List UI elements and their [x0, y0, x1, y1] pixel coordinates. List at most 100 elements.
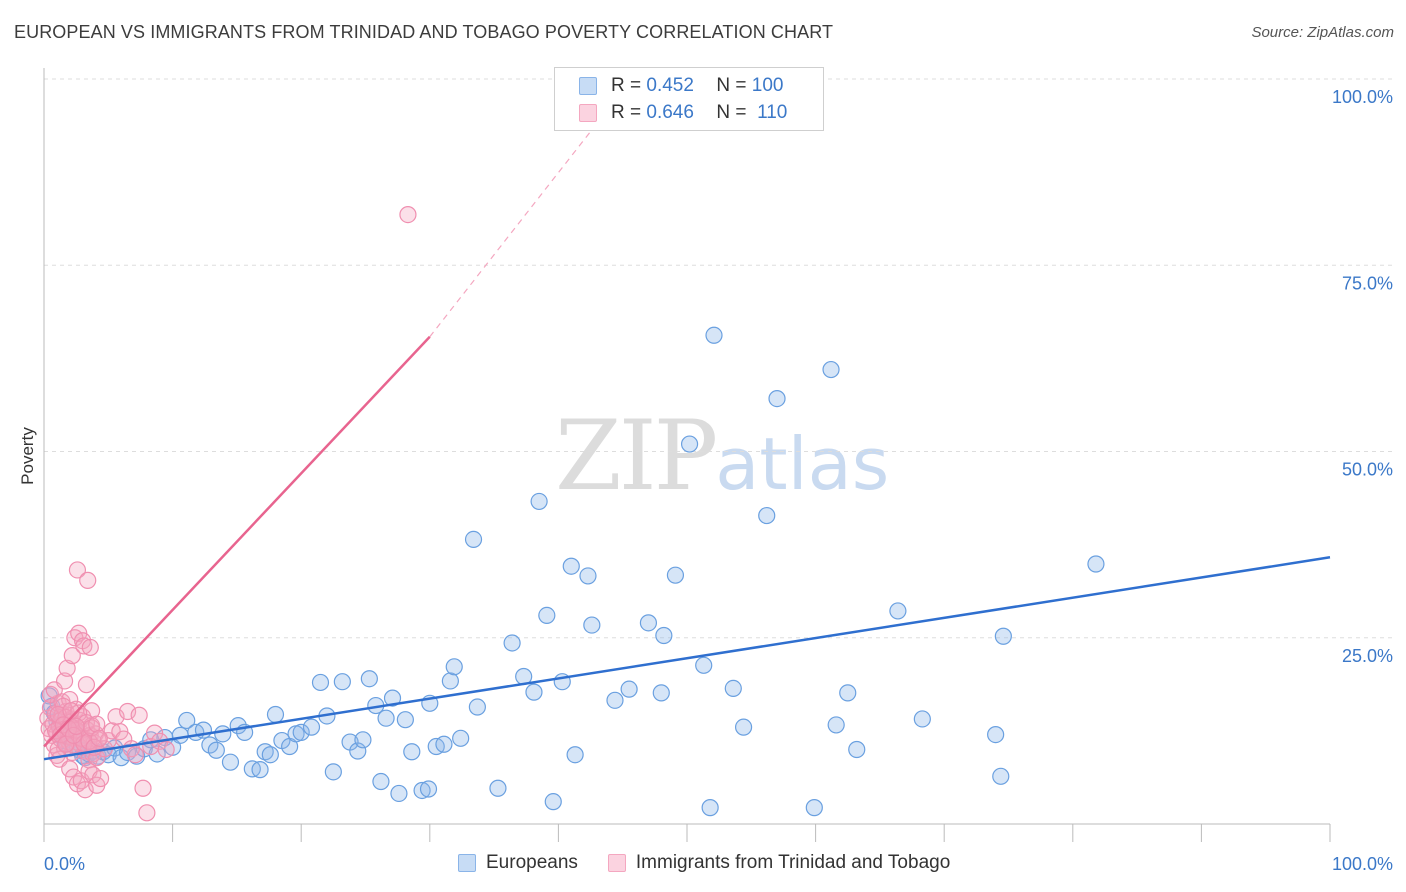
data-point-europeans [178, 711, 196, 730]
data-point-immigrants [77, 676, 96, 694]
data-point-immigrants [399, 205, 417, 224]
data-point-europeans [987, 725, 1005, 744]
legend-r-value: 0.646 [646, 102, 694, 123]
x-tick-label: 100.0% [1332, 854, 1393, 874]
data-point-europeans [383, 689, 402, 707]
data-point-europeans [652, 684, 670, 702]
data-point-europeans [256, 743, 274, 761]
data-point-europeans [207, 741, 225, 759]
legend-n-label: N = [716, 75, 747, 96]
data-point-europeans [606, 691, 624, 709]
data-point-europeans [251, 761, 269, 779]
data-point-europeans [655, 626, 673, 645]
data-point-europeans [583, 616, 601, 634]
data-point-europeans [1087, 555, 1105, 573]
data-point-europeans [354, 731, 372, 749]
data-point-immigrants [126, 746, 144, 764]
data-point-europeans [695, 656, 713, 674]
data-point-immigrants [61, 760, 79, 778]
data-point-europeans [538, 606, 556, 625]
data-point-immigrants [157, 740, 175, 759]
source-label: Source: ZipAtlas.com [1251, 24, 1394, 41]
trend-line-immigrants [43, 335, 431, 748]
y-axis-label: Poverty [18, 427, 37, 485]
data-point-europeans [403, 743, 421, 761]
data-point-immigrants [88, 715, 106, 733]
data-point-europeans [768, 390, 786, 408]
axes [43, 68, 1331, 842]
data-point-europeans [464, 530, 483, 549]
data-point-europeans [992, 767, 1010, 785]
data-point-immigrants [58, 659, 76, 677]
legend-swatch-blue [579, 77, 597, 95]
series-immigrants [39, 205, 417, 822]
legend-label-immigrants: Immigrants from Trinidad and Tobago [635, 852, 951, 873]
data-point-immigrants [81, 638, 99, 657]
data-point-europeans [214, 725, 232, 743]
data-point-europeans [758, 506, 776, 525]
trend-line-europeans [43, 556, 1331, 761]
legend-item-europeans: Europeans [458, 852, 578, 874]
data-point-europeans [266, 705, 285, 724]
data-point-europeans [171, 726, 189, 744]
data-point-europeans [639, 614, 658, 632]
data-point-europeans [530, 492, 548, 511]
series-legend: Europeans Immigrants from Trinidad and T… [458, 852, 980, 874]
data-point-europeans [525, 683, 543, 701]
data-point-europeans [396, 711, 414, 729]
tick-labels: 25.0% 50.0% 75.0% 100.0% 0.0% 100.0% [44, 87, 1393, 874]
data-point-europeans [822, 360, 840, 379]
data-point-europeans [705, 326, 723, 344]
data-point-europeans [372, 772, 390, 791]
legend-r-label: R = [611, 102, 642, 123]
data-point-europeans [724, 679, 742, 698]
x-tick-label: 0.0% [44, 854, 85, 874]
watermark: ZIPatlas [555, 400, 889, 512]
y-tick-label: 25.0% [1342, 646, 1393, 666]
data-point-immigrants [63, 647, 81, 665]
data-point-europeans [579, 567, 597, 585]
watermark-zip: ZIP [555, 400, 718, 512]
data-point-europeans [666, 566, 685, 584]
legend-n-value: 110 [757, 102, 788, 123]
data-point-immigrants [49, 705, 67, 724]
legend-item-immigrants: Immigrants from Trinidad and Tobago [607, 852, 951, 874]
data-point-europeans [349, 742, 367, 760]
y-tick-label: 50.0% [1342, 460, 1393, 480]
data-point-europeans [994, 627, 1012, 645]
data-point-europeans [805, 799, 823, 817]
data-point-europeans [413, 781, 431, 800]
y-tick-label: 75.0% [1342, 273, 1393, 293]
data-point-europeans [441, 672, 459, 690]
data-point-immigrants [134, 779, 152, 797]
data-point-europeans [445, 658, 463, 676]
legend-label-europeans: Europeans [486, 852, 578, 873]
legend-swatch-pink [579, 104, 597, 122]
data-point-europeans [390, 784, 408, 803]
legend-row-europeans: R = 0.452 N = 100 [579, 74, 783, 98]
data-point-europeans [221, 753, 240, 771]
data-point-immigrants [79, 571, 97, 589]
data-point-europeans [435, 735, 453, 753]
y-tick-label: 100.0% [1332, 87, 1393, 107]
data-point-immigrants [75, 637, 93, 655]
data-point-europeans [827, 716, 845, 734]
data-point-europeans [324, 763, 342, 781]
gridlines [44, 78, 1395, 639]
data-point-immigrants [91, 769, 110, 788]
data-point-europeans [360, 670, 378, 688]
data-point-europeans [452, 729, 470, 747]
legend-n-value: 100 [751, 75, 784, 96]
data-point-europeans [292, 723, 310, 741]
legend-row-immigrants: R = 0.646 N = 110 [579, 101, 787, 125]
data-point-europeans [680, 435, 699, 453]
data-point-europeans [889, 602, 907, 620]
data-point-europeans [302, 718, 321, 736]
correlation-legend: R = 0.452 N = 100 R = 0.646 N = 110 [554, 67, 824, 131]
legend-r-label: R = [611, 75, 642, 96]
data-point-europeans [848, 740, 866, 759]
data-point-europeans [503, 634, 521, 652]
chart-title: EUROPEAN VS IMMIGRANTS FROM TRINIDAD AND… [14, 22, 834, 42]
data-point-europeans [419, 780, 438, 798]
